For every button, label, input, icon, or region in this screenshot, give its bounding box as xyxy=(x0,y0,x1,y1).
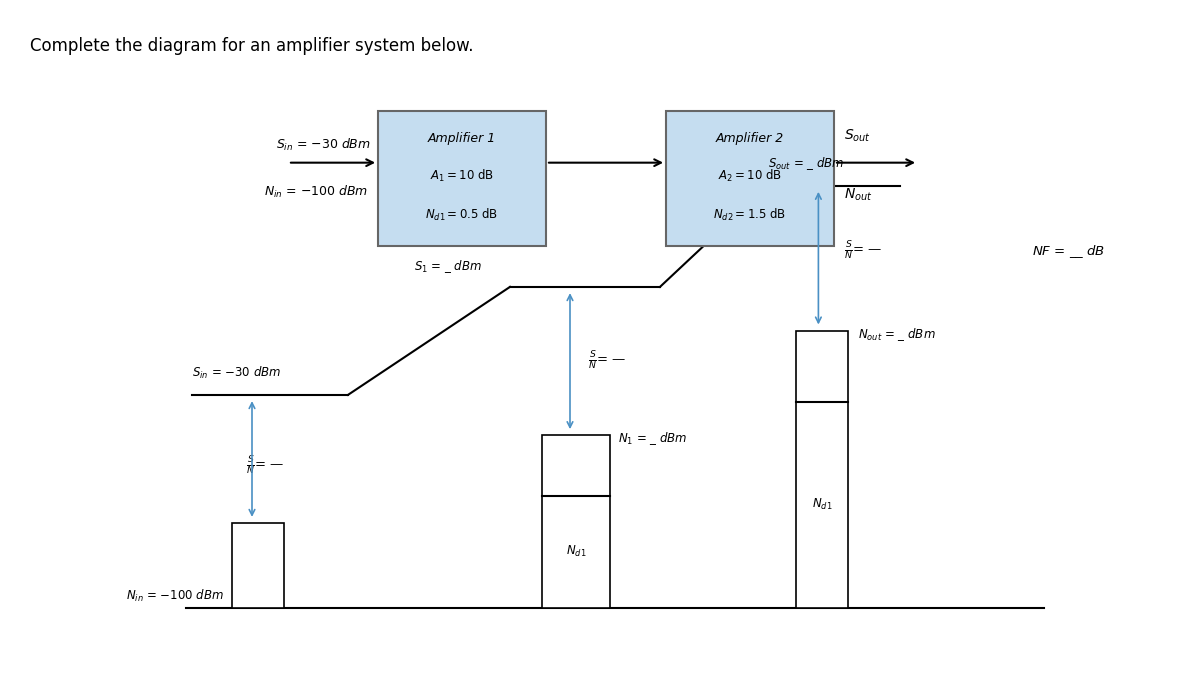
Text: $N_{d1}$: $N_{d1}$ xyxy=(565,544,587,560)
Text: $A_1 = 10$ dB: $A_1 = 10$ dB xyxy=(430,168,494,184)
Text: $N_{d1} = 0.5$ dB: $N_{d1} = 0.5$ dB xyxy=(426,207,498,223)
Text: $N_{in}$ = $-100$ dBm: $N_{in}$ = $-100$ dBm xyxy=(264,184,368,200)
Bar xyxy=(232,523,284,608)
Text: $S_{out}$: $S_{out}$ xyxy=(844,128,871,144)
Bar xyxy=(796,331,848,608)
Text: Complete the diagram for an amplifier system below.: Complete the diagram for an amplifier sy… xyxy=(30,37,474,55)
Text: $\frac{S}{N}$= —: $\frac{S}{N}$= — xyxy=(246,455,284,477)
Text: $N_{out}$: $N_{out}$ xyxy=(844,187,872,203)
Bar xyxy=(542,435,610,608)
Bar xyxy=(378,111,546,246)
Text: Amplifier 1: Amplifier 1 xyxy=(428,132,496,145)
Text: $NF$ = __ dB: $NF$ = __ dB xyxy=(1032,243,1105,260)
Text: $S_{in}$ = $-30$ dBm: $S_{in}$ = $-30$ dBm xyxy=(192,365,281,381)
Text: $N_{d2} = 1.5$ dB: $N_{d2} = 1.5$ dB xyxy=(714,207,786,223)
Text: $N_{out}$ = _ dBm: $N_{out}$ = _ dBm xyxy=(858,325,936,343)
Text: $S_{in}$ = $-30$ dBm: $S_{in}$ = $-30$ dBm xyxy=(276,137,371,153)
Text: $N_{d1}$: $N_{d1}$ xyxy=(811,497,833,512)
Bar xyxy=(666,111,834,246)
Text: $S_{out}$ = _ dBm: $S_{out}$ = _ dBm xyxy=(768,155,845,172)
Text: $S_1$ = _ dBm: $S_1$ = _ dBm xyxy=(414,258,482,275)
Text: $A_2 = 10$ dB: $A_2 = 10$ dB xyxy=(718,168,782,184)
Text: $\frac{S}{N}$= —: $\frac{S}{N}$= — xyxy=(588,350,626,372)
Text: Amplifier 2: Amplifier 2 xyxy=(716,132,784,145)
Text: $N_{in}$ = $-100$ dBm: $N_{in}$ = $-100$ dBm xyxy=(126,588,224,604)
Text: $\frac{S}{N}$= —: $\frac{S}{N}$= — xyxy=(844,240,882,263)
Text: $N_1$ = _ dBm: $N_1$ = _ dBm xyxy=(618,430,688,448)
